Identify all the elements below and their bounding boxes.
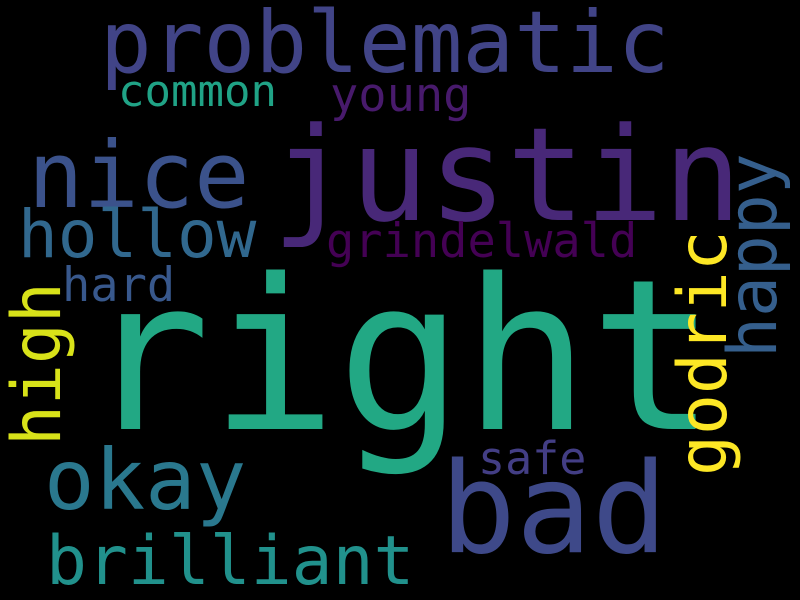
word-safe: safe xyxy=(478,432,587,485)
word-grindelwald: grindelwald xyxy=(326,214,638,269)
word-brilliant: brilliant xyxy=(46,522,415,600)
word-young: young xyxy=(330,68,472,123)
word-right: right xyxy=(84,234,717,479)
word-problematic: problematic xyxy=(100,0,670,93)
word-nice: nice xyxy=(28,122,250,229)
word-common: common xyxy=(118,66,277,117)
word-justin: justin xyxy=(272,99,742,251)
word-hollow: hollow xyxy=(18,196,257,273)
word-bad: bad xyxy=(440,435,668,582)
word-hard: hard xyxy=(62,258,176,313)
word-okay: okay xyxy=(44,431,247,529)
word-godric: godric xyxy=(664,230,743,476)
